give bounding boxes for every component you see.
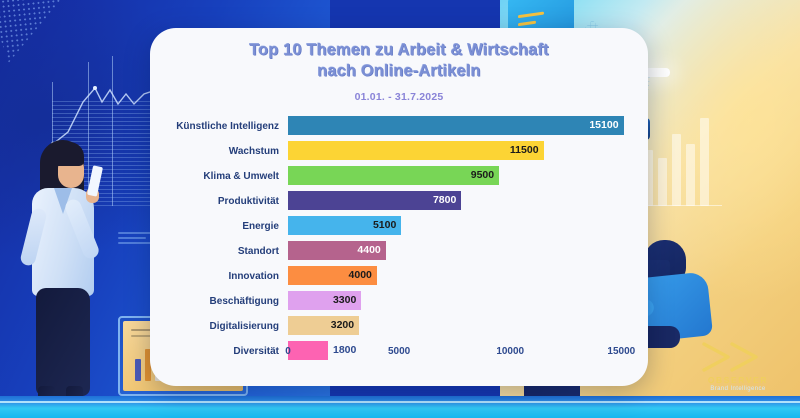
- bar-track: 11500: [288, 139, 648, 164]
- bar-value-label: 3300: [332, 294, 357, 307]
- bar-category-label: Beschäftigung: [209, 296, 279, 308]
- bar-track: 3200: [288, 314, 648, 339]
- bar-value-label: 4000: [348, 269, 372, 282]
- bar-value-label: 4400: [357, 244, 381, 257]
- bar-row: Energie 5100: [150, 214, 648, 239]
- bar: [288, 191, 462, 211]
- bar-track: 3300: [288, 289, 648, 314]
- bar-row: Diversität 1800: [150, 339, 648, 364]
- bar-value-label: 5100: [372, 219, 397, 232]
- x-axis-tick-label: 5000: [387, 346, 411, 358]
- smartphone-icon: [86, 165, 104, 197]
- x-axis-tick-label: 15000: [607, 346, 636, 358]
- bar: [288, 291, 362, 311]
- bar-category-label: Diversität: [233, 346, 279, 358]
- chart-subtitle: 01.01. - 31.7.2025: [354, 91, 444, 104]
- bar-row: Beschäftigung 3300: [150, 289, 648, 314]
- bar-row: Klima & Umwelt 9500: [150, 164, 648, 189]
- bar-track: 4400: [288, 239, 648, 264]
- bar-track: 5100: [288, 214, 648, 239]
- bar-value-label: 9500: [470, 169, 495, 182]
- bar: [288, 116, 624, 136]
- x-axis-tick-label: 0: [285, 346, 291, 358]
- bar: [288, 341, 328, 361]
- bar-track: 9500: [288, 164, 648, 189]
- bar-track: 4000: [288, 264, 648, 289]
- bar-value-label: 3200: [330, 319, 355, 332]
- bar-value-label: 1800: [333, 344, 357, 357]
- bar-category-label: Wachstum: [228, 146, 279, 158]
- bar: [288, 141, 544, 161]
- bar-category-label: Innovation: [228, 271, 279, 283]
- bar: [288, 216, 402, 236]
- bar-value-label: 11500: [509, 144, 539, 157]
- observer-logo: OBSERVER Brand Intelligence: [686, 340, 790, 396]
- bar-track: 1800: [288, 339, 648, 364]
- bar-category-label: Produktivität: [217, 196, 279, 208]
- bar: [288, 316, 360, 336]
- bar: [288, 266, 377, 286]
- dot-grid-decoration-icon: [0, 0, 84, 65]
- chart-plot-area: Künstliche Intelligenz 15100 Wachstum 11500…: [150, 114, 648, 364]
- bar-value-label: 15100: [589, 119, 619, 132]
- bar-category-label: Klima & Umwelt: [203, 171, 279, 183]
- double-chevron-right-icon: [702, 342, 758, 372]
- bar-rows: Künstliche Intelligenz 15100 Wachstum 11500…: [150, 114, 648, 364]
- x-axis: 0 5000 10000 15000: [285, 344, 648, 364]
- bar-row: Produktivität 7800: [150, 189, 648, 214]
- bar-category-label: Künstliche Intelligenz: [176, 121, 279, 133]
- bar-category-label: Digitalisierung: [209, 321, 279, 333]
- logo-tagline: Brand Intelligence: [710, 386, 766, 392]
- chart-title: Top 10 Themen zu Arbeit & Wirtschaft nac…: [176, 40, 622, 82]
- bar-value-label: 7800: [432, 194, 457, 207]
- data-text-block: [118, 232, 160, 247]
- bar-track: 15100: [288, 114, 648, 139]
- bar-row: Digitalisierung 3200: [150, 314, 648, 339]
- bar-category-label: Standort: [237, 246, 279, 258]
- bar-track: 7800: [288, 189, 648, 214]
- chart-title-line-1: Top 10 Themen zu Arbeit & Wirtschaft: [249, 41, 549, 59]
- bar-row: Wachstum 11500: [150, 139, 648, 164]
- logo-wordmark: OBSERVER: [707, 375, 769, 385]
- bar-row: Standort 4400: [150, 239, 648, 264]
- bar-row: Innovation 4000: [150, 264, 648, 289]
- woman-figure-illustration: [18, 136, 138, 416]
- x-axis-tick-label: 10000: [496, 346, 525, 358]
- bar: [288, 241, 386, 261]
- bar-category-label: Energie: [242, 221, 279, 233]
- bar-row: Künstliche Intelligenz 15100: [150, 114, 648, 139]
- bar: [288, 166, 500, 186]
- bottom-accent-strip: [0, 396, 800, 418]
- chart-title-line-2: nach Online-Artikeln: [317, 62, 481, 81]
- chart-card: Top 10 Themen zu Arbeit & Wirtschaft nac…: [150, 28, 648, 386]
